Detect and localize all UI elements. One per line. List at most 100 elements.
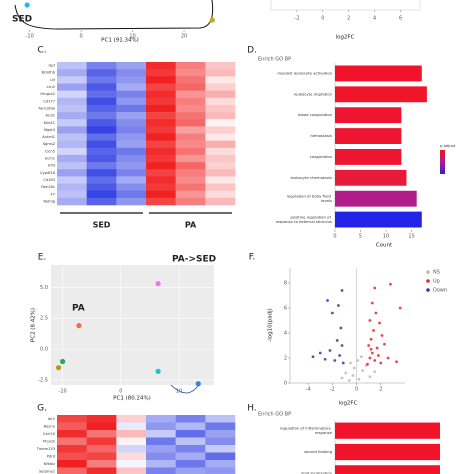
heat-cell xyxy=(86,183,117,191)
heat-cell xyxy=(86,460,117,468)
row-label: Retnlg xyxy=(43,199,55,203)
heat-cell xyxy=(57,69,87,77)
heat-cell xyxy=(116,467,147,474)
heat-cell xyxy=(205,62,236,70)
heat-cell xyxy=(175,430,206,438)
heat-cell xyxy=(86,97,117,106)
heat-cell xyxy=(146,154,176,163)
row-label: Tmem133 xyxy=(36,447,55,451)
heat-cell xyxy=(116,430,147,438)
heat-cell xyxy=(86,437,117,446)
point xyxy=(373,370,377,374)
heat-cell xyxy=(86,119,117,127)
legend-swatch xyxy=(426,270,430,274)
heat-cell xyxy=(175,437,206,446)
heat-cell xyxy=(86,197,117,206)
annotation: PA xyxy=(72,304,85,314)
heat-cell xyxy=(146,90,176,99)
heat-cell xyxy=(205,126,236,134)
point xyxy=(389,282,392,286)
annotation: SED xyxy=(12,15,32,25)
category-label: lipid localization xyxy=(301,470,332,474)
point xyxy=(383,342,386,346)
heat-cell xyxy=(175,104,206,113)
legend-label: Up xyxy=(433,279,440,285)
point xyxy=(340,289,344,292)
legend-title: p.adjust xyxy=(440,143,456,148)
category-label: regulation of inflammatory response xyxy=(280,425,333,435)
heat-cell xyxy=(57,445,87,453)
heat-cell xyxy=(86,76,117,84)
x-axis-label: PC1 (80.24%) xyxy=(113,396,151,402)
point xyxy=(361,369,365,372)
heat-cell xyxy=(146,147,176,156)
point xyxy=(351,374,355,377)
heat-cell xyxy=(57,467,87,474)
point xyxy=(349,361,352,365)
heat-cell xyxy=(175,133,206,141)
legend-swatch xyxy=(426,288,430,292)
heat-cell xyxy=(146,126,176,134)
heat-cell xyxy=(175,197,206,206)
point xyxy=(370,351,374,355)
heat-cell xyxy=(86,445,117,453)
heat-cell xyxy=(116,97,147,106)
x-axis-label: log2FC xyxy=(339,401,358,407)
point xyxy=(344,371,348,375)
row-label: Ltf xyxy=(50,78,55,82)
bar xyxy=(335,107,402,124)
x-tick-label: 0 xyxy=(355,387,358,393)
heat-cell xyxy=(116,445,147,453)
bar xyxy=(335,169,407,186)
y-tick-label: 0.0 xyxy=(40,347,48,353)
point xyxy=(338,354,342,357)
heat-cell xyxy=(86,430,117,438)
heat-cell xyxy=(205,422,236,431)
heat-cell xyxy=(146,162,176,170)
heat-cell xyxy=(175,76,206,84)
heat-cell xyxy=(116,83,147,91)
x-tick-label: 6 xyxy=(399,16,402,22)
annotation: PA->SED xyxy=(172,255,216,265)
heat-cell xyxy=(146,197,176,206)
heat-cell xyxy=(86,176,117,184)
row-label: Bach2 xyxy=(44,424,55,428)
heat-cell xyxy=(175,62,206,70)
heat-cell xyxy=(86,190,117,199)
heat-cell xyxy=(116,126,147,134)
heat-cell xyxy=(86,83,117,91)
heat-cell xyxy=(205,83,236,91)
heat-cell xyxy=(175,460,206,468)
heat-cell xyxy=(205,119,236,127)
row-label: Gpt xyxy=(49,64,56,68)
heat-cell xyxy=(86,140,117,149)
point xyxy=(368,356,372,360)
heat-cell xyxy=(205,140,236,149)
y-tick-label: -2.5 xyxy=(38,378,48,384)
row-label: Fam20c xyxy=(41,185,55,189)
heat-cell xyxy=(146,119,176,127)
row-label: Lcn2 xyxy=(46,85,55,89)
x-tick-label: -2 xyxy=(330,387,335,393)
heat-cell xyxy=(205,162,236,170)
heat-cell xyxy=(205,147,236,156)
heat-cell xyxy=(146,467,176,474)
heat-cell xyxy=(57,176,87,184)
heat-cell xyxy=(116,415,147,423)
point xyxy=(60,358,66,365)
heat-cell xyxy=(116,162,147,170)
heat-cell xyxy=(205,197,236,206)
heat-cell xyxy=(205,69,236,77)
heat-cell xyxy=(146,112,176,120)
heat-cell xyxy=(175,147,206,156)
category-label: blood coagulation xyxy=(298,112,333,117)
heat-cell xyxy=(86,90,117,99)
x-axis-label: log2FC xyxy=(336,35,355,41)
point xyxy=(330,311,334,315)
legend-label: Down xyxy=(433,288,447,294)
x-tick-label: 0 xyxy=(80,34,83,40)
bar xyxy=(335,443,440,461)
heat-cell xyxy=(116,112,147,120)
heat-cell xyxy=(205,112,236,120)
heat-cell xyxy=(205,460,236,468)
